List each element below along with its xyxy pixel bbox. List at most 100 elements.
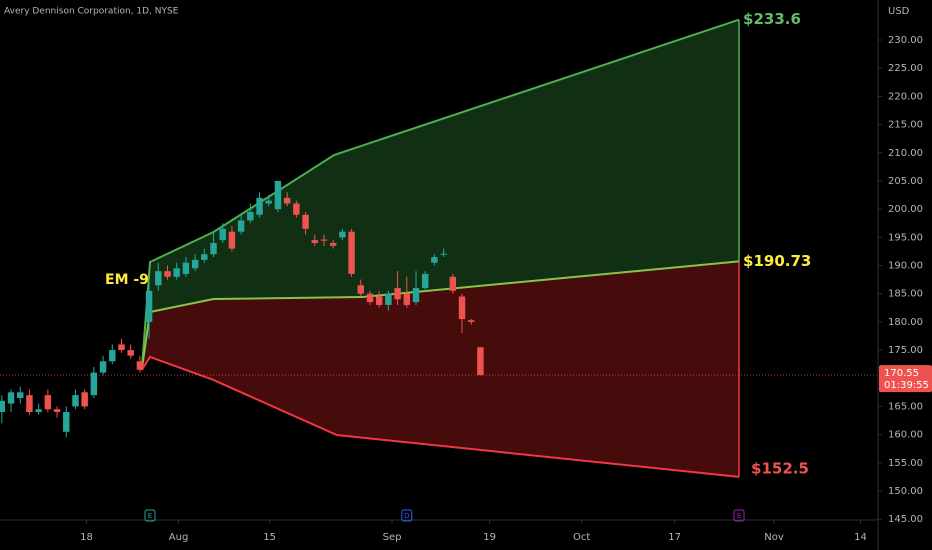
y-tick-label: 220.00: [888, 91, 923, 102]
candle-body: [219, 228, 226, 241]
last-price-label: 170.55: [884, 368, 919, 379]
candle-body: [26, 395, 33, 413]
y-tick-label: 185.00: [888, 289, 923, 300]
candle-body: [7, 392, 15, 404]
candle-body: [311, 240, 318, 243]
candle-body: [191, 259, 199, 269]
y-tick-label: 225.00: [888, 63, 923, 74]
band-fill: [141, 261, 740, 477]
candle-body: [431, 257, 438, 263]
band-label: $233.6: [743, 10, 801, 28]
candle-body: [136, 361, 144, 370]
candle-body: [403, 293, 411, 305]
event-label: D: [404, 512, 409, 520]
band-label: $190.73: [743, 252, 811, 270]
candle-body: [109, 350, 116, 362]
candle-body: [339, 231, 346, 238]
y-tick-label: 215.00: [888, 120, 923, 131]
x-tick-label: Nov: [764, 532, 784, 543]
candle-body: [164, 271, 171, 277]
y-tick-label: 195.00: [888, 232, 923, 243]
candle-body: [17, 392, 24, 398]
event-marker: [401, 509, 413, 522]
candle-body: [320, 239, 328, 241]
candle-body: [182, 262, 190, 274]
candle-body: [302, 214, 309, 229]
candle-body: [265, 200, 272, 204]
candle-body: [247, 211, 254, 221]
candle-body: [155, 271, 162, 286]
candle-body: [293, 203, 300, 215]
candle-body: [357, 285, 364, 294]
currency: USD: [888, 6, 910, 17]
band-fill: [141, 19, 740, 371]
candle-body: [477, 347, 484, 376]
x-tick-label: 15: [263, 532, 276, 543]
band-label: $152.5: [751, 459, 809, 477]
y-tick-label: 230.00: [888, 35, 923, 46]
band-line: [140, 355, 740, 478]
event-marker: [144, 509, 156, 522]
candle-body: [145, 290, 153, 322]
last-price-box: [879, 365, 932, 393]
x-tick-label: Sep: [383, 532, 402, 543]
candle-body: [99, 361, 107, 373]
candle-body: [35, 409, 42, 413]
candle-body: [348, 231, 355, 274]
candle-body: [274, 180, 282, 210]
candle-body: [81, 392, 88, 407]
candle-body: [449, 276, 457, 291]
event-label: E: [737, 512, 741, 520]
candle-body: [90, 372, 98, 396]
candle-body: [366, 293, 374, 303]
event-marker: [733, 509, 745, 522]
x-tick-label: 19: [483, 532, 496, 543]
y-tick-label: 205.00: [888, 176, 923, 187]
candle-body: [385, 293, 392, 305]
candle-body: [467, 320, 475, 322]
candle-body: [228, 231, 236, 249]
candle-body: [412, 288, 420, 303]
y-tick-label: 160.00: [888, 430, 923, 441]
candle-body: [210, 242, 217, 255]
candle-body: [63, 412, 70, 432]
candle-body: [201, 254, 208, 260]
band-line: [140, 260, 740, 371]
countdown: 01:39:55: [884, 380, 929, 391]
candle-body: [0, 400, 6, 413]
candle-body: [118, 344, 125, 351]
y-tick-label: 210.00: [888, 148, 923, 159]
y-tick-label: 200.00: [888, 204, 923, 215]
candle-body: [44, 395, 52, 410]
y-tick-label: 150.00: [888, 486, 923, 497]
candle-body: [72, 395, 79, 407]
candle-body: [329, 242, 337, 246]
candle-body: [256, 197, 263, 215]
candle-body: [237, 220, 245, 232]
x-tick-label: 14: [854, 532, 867, 543]
y-tick-label: 165.00: [888, 401, 923, 412]
chart-title: Avery Dennison Corporation, 1D, NYSE: [4, 7, 179, 17]
y-tick-label: 155.00: [888, 458, 923, 469]
candle-body: [458, 296, 466, 320]
candle-body: [394, 288, 401, 300]
candle-body: [53, 409, 61, 413]
candle-body: [375, 296, 383, 305]
x-tick-label: 17: [668, 532, 681, 543]
candle-body: [421, 273, 429, 289]
candle-body: [283, 197, 291, 204]
y-tick-label: 145.00: [888, 514, 923, 525]
candle-body: [440, 253, 447, 255]
x-tick-label: Aug: [169, 532, 189, 543]
annotation: EM -9: [105, 272, 149, 288]
y-tick-label: 190.00: [888, 260, 923, 271]
candle-body: [127, 350, 134, 356]
y-tick-label: 175.00: [888, 345, 923, 356]
event-label: E: [148, 512, 152, 520]
x-tick-label: 18: [80, 532, 93, 543]
y-tick-label: 180.00: [888, 317, 923, 328]
x-tick-label: Oct: [573, 532, 590, 543]
candle-body: [173, 268, 180, 277]
